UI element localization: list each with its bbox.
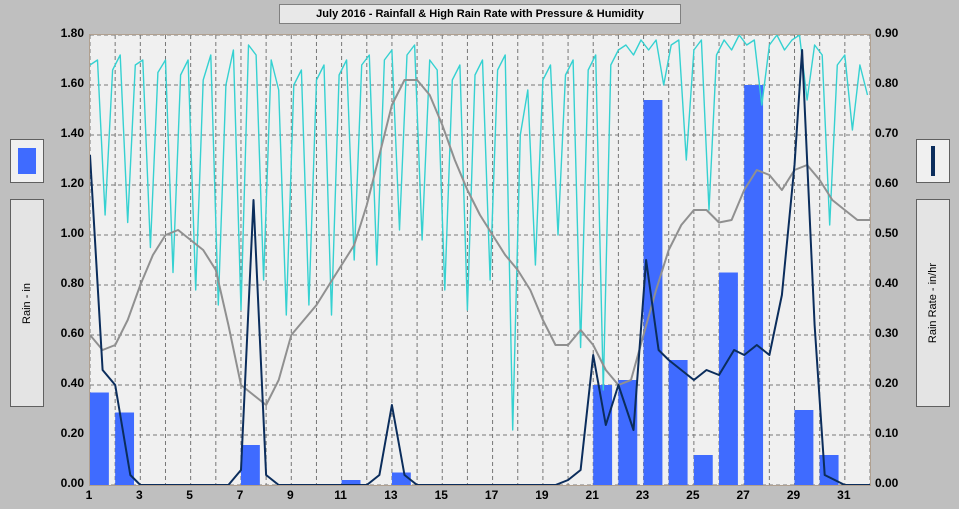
x-tick: 23 (633, 488, 653, 502)
right-tick: 0.90 (875, 26, 915, 40)
right-tick: 0.10 (875, 426, 915, 440)
chart-title: July 2016 - Rainfall & High Rain Rate wi… (279, 4, 681, 24)
left-axis-label-panel: Rain - in (10, 199, 44, 407)
right-axis-label-panel: Rain Rate - in/hr (916, 199, 950, 407)
left-tick: 1.80 (44, 26, 84, 40)
x-tick: 15 (431, 488, 451, 502)
right-axis-label: Rain Rate - in/hr (927, 263, 939, 343)
left-tick: 0.00 (44, 476, 84, 490)
lines-layer (90, 35, 870, 485)
line-icon (931, 146, 935, 176)
left-axis-label: Rain - in (21, 283, 33, 324)
left-tick: 1.00 (44, 226, 84, 240)
x-tick: 11 (331, 488, 351, 502)
x-tick: 31 (834, 488, 854, 502)
left-tick: 0.40 (44, 376, 84, 390)
left-tick: 1.40 (44, 126, 84, 140)
x-tick: 25 (683, 488, 703, 502)
legend-rainrate-swatch (916, 139, 950, 183)
left-tick: 1.20 (44, 176, 84, 190)
x-tick: 29 (784, 488, 804, 502)
right-tick: 0.60 (875, 176, 915, 190)
x-tick: 3 (129, 488, 149, 502)
right-tick: 0.80 (875, 76, 915, 90)
chart-container: July 2016 - Rainfall & High Rain Rate wi… (0, 0, 959, 509)
x-tick: 21 (582, 488, 602, 502)
left-tick: 0.60 (44, 326, 84, 340)
x-tick: 13 (381, 488, 401, 502)
right-tick: 0.40 (875, 276, 915, 290)
legend-bar-swatch (10, 139, 44, 183)
x-tick: 9 (280, 488, 300, 502)
x-tick: 7 (230, 488, 250, 502)
left-tick: 0.80 (44, 276, 84, 290)
right-tick: 0.20 (875, 376, 915, 390)
left-tick: 0.20 (44, 426, 84, 440)
x-tick: 19 (532, 488, 552, 502)
right-tick: 0.50 (875, 226, 915, 240)
x-tick: 1 (79, 488, 99, 502)
left-tick: 1.60 (44, 76, 84, 90)
bar-icon (18, 148, 36, 174)
plot-area (89, 34, 871, 486)
x-tick: 27 (733, 488, 753, 502)
right-tick: 0.70 (875, 126, 915, 140)
x-tick: 5 (180, 488, 200, 502)
right-tick: 0.00 (875, 476, 915, 490)
x-tick: 17 (482, 488, 502, 502)
right-tick: 0.30 (875, 326, 915, 340)
